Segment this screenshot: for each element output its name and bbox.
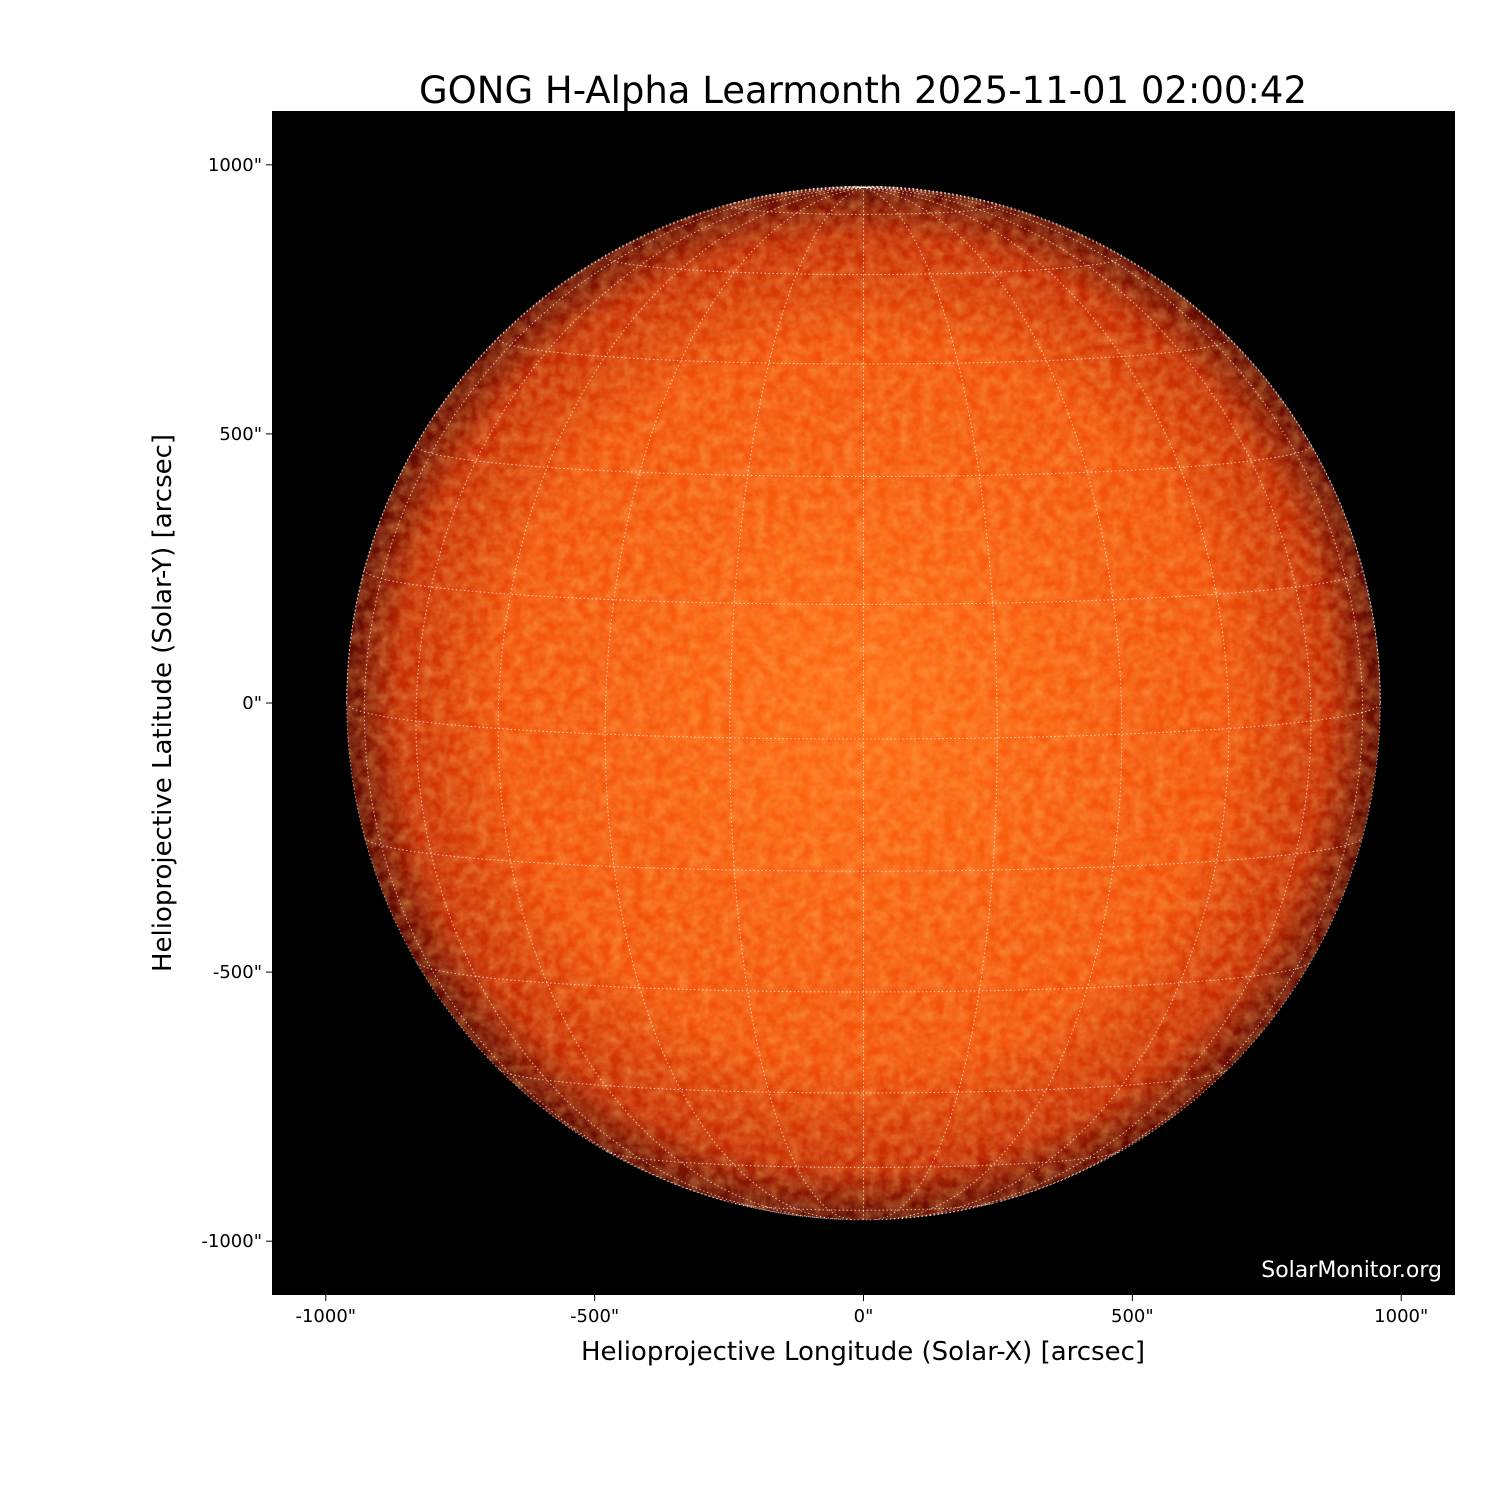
grid-meridian [729,187,864,1221]
grid-meridian [863,187,998,1221]
grid-meridian [863,187,1230,1219]
chart-title: GONG H-Alpha Learmonth 2025-11-01 02:00:… [419,69,1307,112]
x-tick-label: -1000" [295,1306,356,1327]
heliographic-grid [346,185,1381,1221]
grid-meridian [845,186,864,188]
x-tick-label: 0" [854,1306,874,1327]
x-axis-label: Helioprojective Longitude (Solar-X) [arc… [581,1337,1145,1367]
x-tick-label: 1000" [1374,1306,1428,1327]
grid-meridian [497,187,864,1219]
y-tick-label: -500" [213,962,262,983]
y-tick-label: 0" [242,693,262,714]
grid-parallel [734,1203,993,1211]
y-tick-label: 500" [219,424,262,445]
grid-parallel [499,1069,1228,1094]
grid-meridian [604,187,864,1220]
grid-meridian [863,187,1123,1220]
grid-parallel [346,702,1381,740]
grid-meridian [363,187,864,1202]
y-tick-label: 1000" [208,155,262,176]
grid-meridian [346,187,864,704]
y-tick-label: -1000" [201,1231,262,1252]
grid-meridian [863,187,1312,1217]
y-axis-label: Helioprojective Latitude (Solar-Y) [arcs… [148,434,178,972]
grid-meridian [863,185,873,188]
grid-meridian [863,187,1364,1202]
solar-limb [346,185,1381,1221]
x-tick-label: -500" [570,1306,619,1327]
watermark: SolarMonitor.org [1261,1258,1442,1283]
grid-meridian [415,187,864,1217]
grid-meridian [863,187,1381,704]
grid-parallel [364,837,1363,872]
grid-parallel [363,569,1364,605]
grid-parallel [606,1151,1121,1168]
grid-parallel [415,444,1312,477]
x-tick-label: 500" [1111,1306,1154,1327]
grid-parallel [729,202,998,215]
